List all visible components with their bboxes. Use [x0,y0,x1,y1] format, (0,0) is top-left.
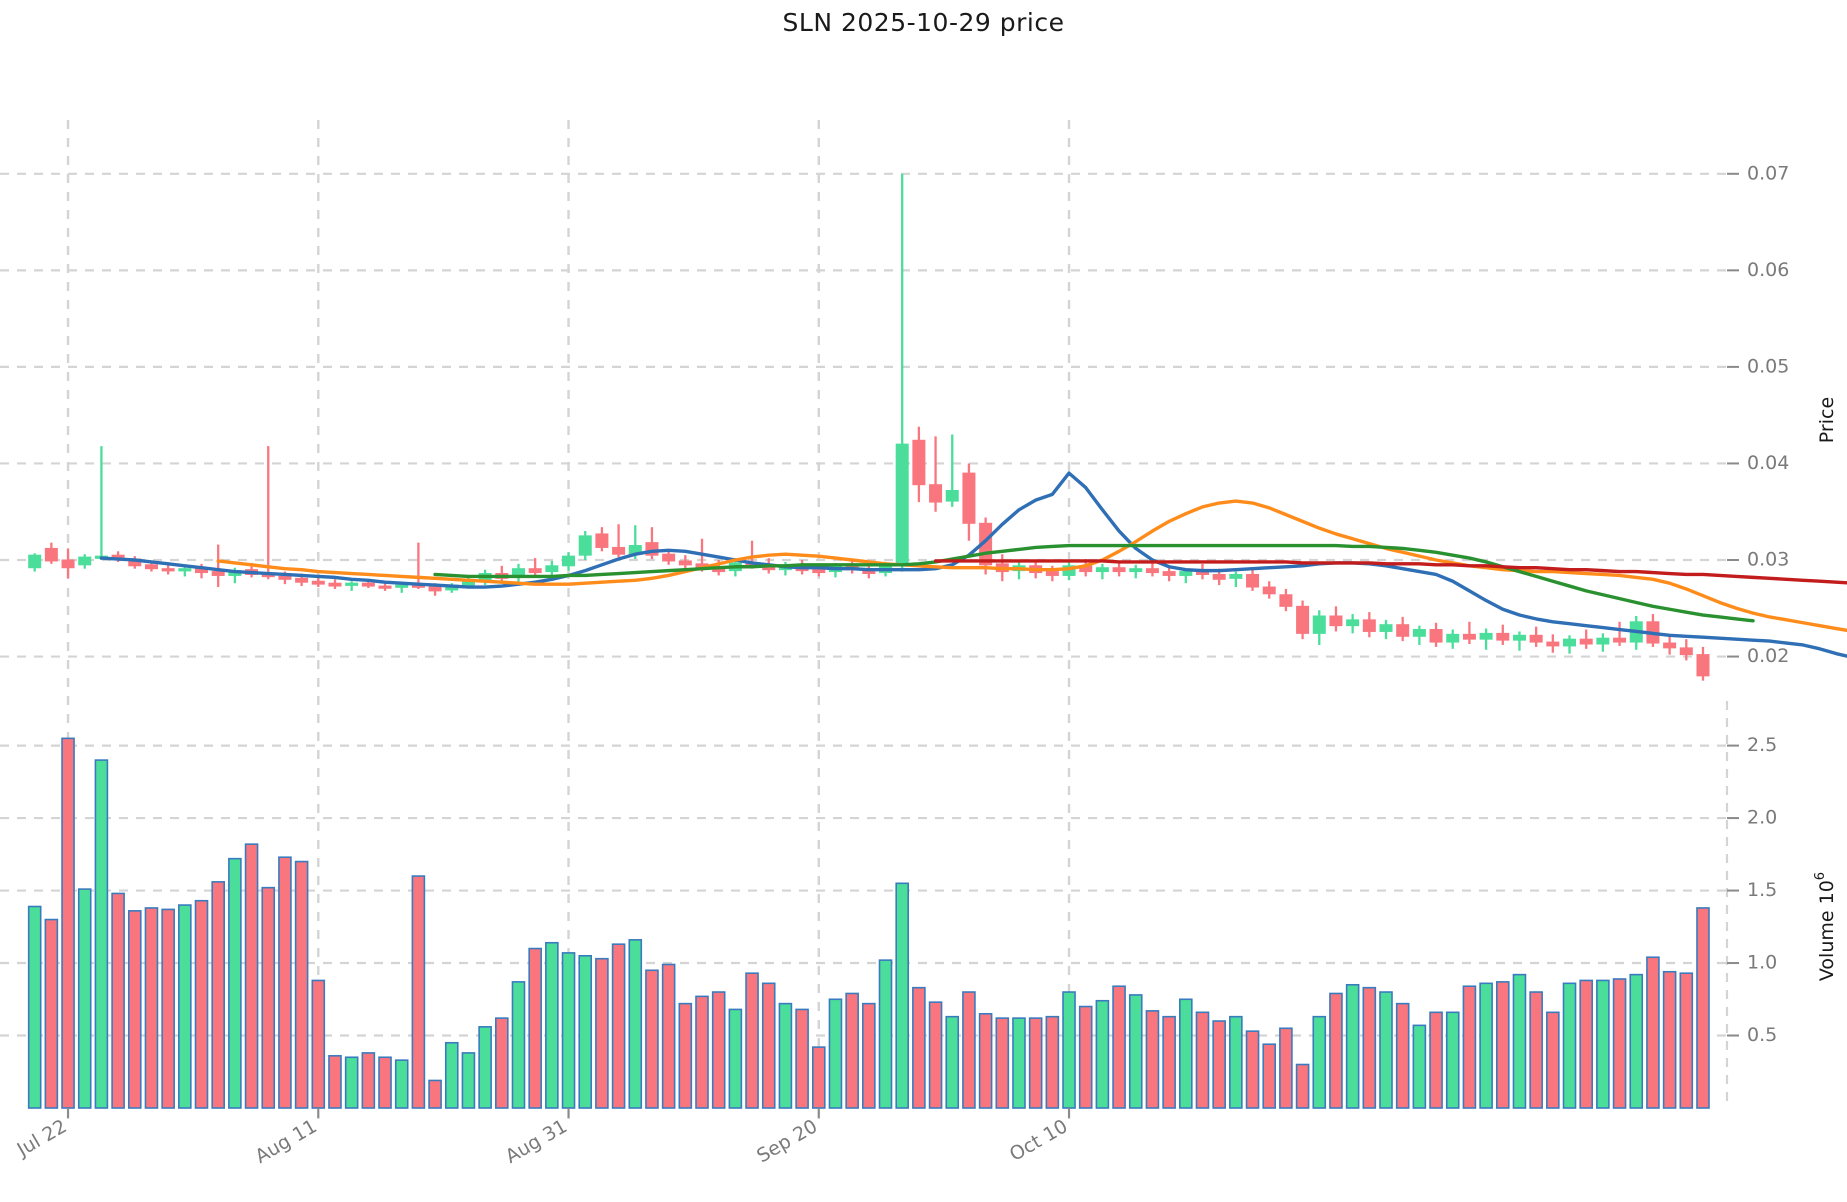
svg-text:2.5: 2.5 [1747,734,1777,756]
chart-title: SLN 2025-10-29 price [782,8,1065,37]
svg-text:Price: Price [1816,397,1838,443]
svg-text:Aug 11: Aug 11 [251,1115,320,1168]
svg-text:0.03: 0.03 [1747,549,1789,571]
svg-text:Oct 10: Oct 10 [1006,1115,1072,1166]
svg-text:0.5: 0.5 [1747,1024,1777,1046]
svg-text:Aug 31: Aug 31 [502,1115,571,1168]
svg-text:0.05: 0.05 [1747,355,1789,377]
svg-text:1.5: 1.5 [1747,879,1777,901]
svg-text:2.0: 2.0 [1747,807,1777,829]
volume-bars-layer [27,737,1710,1109]
svg-text:Sep 20: Sep 20 [753,1115,821,1167]
svg-text:0.06: 0.06 [1747,259,1789,281]
svg-text:0.02: 0.02 [1747,645,1789,667]
svg-text:1.0: 1.0 [1747,952,1777,974]
grid-layer [0,120,1729,1122]
moving-average-layer [99,471,1847,658]
svg-text:Volume 106: Volume 106 [1813,872,1838,981]
svg-text:0.07: 0.07 [1747,162,1789,184]
candlestick-layer [28,173,1710,681]
svg-text:Jul 22: Jul 22 [13,1115,71,1161]
svg-text:0.04: 0.04 [1747,452,1789,474]
